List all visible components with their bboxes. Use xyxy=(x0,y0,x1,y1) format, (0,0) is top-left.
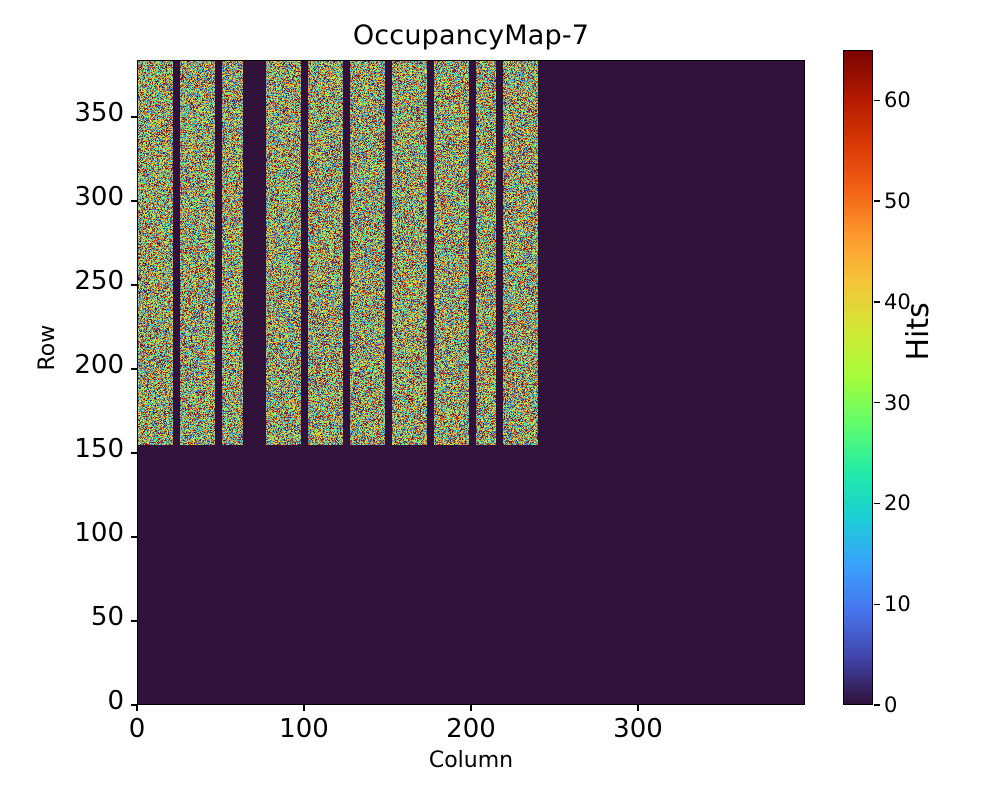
colorbar-tick-mark xyxy=(874,200,880,202)
colorbar-tick-label: 0 xyxy=(884,693,898,717)
colorbar-tick-mark xyxy=(874,704,880,706)
y-tick-mark xyxy=(131,368,137,370)
x-tick-label: 300 xyxy=(613,714,663,744)
y-tick-mark xyxy=(131,200,137,202)
chart-title: OccupancyMap-7 xyxy=(352,20,590,51)
x-tick-mark xyxy=(470,705,472,711)
y-tick-mark xyxy=(131,284,137,286)
colorbar-tick-mark xyxy=(874,603,880,605)
colorbar-tick-label: 60 xyxy=(884,88,911,113)
colorbar-tick-label: 50 xyxy=(884,189,911,214)
y-tick-mark xyxy=(131,452,137,454)
y-tick-mark xyxy=(131,116,137,118)
colorbar-tick-label: 20 xyxy=(884,491,911,516)
x-tick-mark xyxy=(136,705,138,711)
colorbar-tick-label: 40 xyxy=(884,289,911,314)
colorbar-tick-label: 30 xyxy=(884,390,911,415)
colorbar-tick-mark xyxy=(874,99,880,102)
y-tick-mark xyxy=(131,536,137,538)
colorbar xyxy=(843,50,873,705)
heatmap-image xyxy=(138,61,538,445)
heatmap-plot-area xyxy=(137,60,805,705)
y-axis-label: Row xyxy=(35,324,61,370)
x-tick-label: 100 xyxy=(279,714,329,744)
x-tick-mark xyxy=(303,705,305,711)
y-tick-mark xyxy=(131,620,137,622)
x-tick-label: 0 xyxy=(128,714,146,744)
colorbar-tick-mark xyxy=(874,301,880,303)
x-tick-mark xyxy=(637,705,639,711)
x-axis-label: Column xyxy=(428,748,514,773)
colorbar-tick-mark xyxy=(874,502,880,505)
colorbar-gradient xyxy=(844,51,872,704)
colorbar-tick-label: 10 xyxy=(884,592,911,617)
colorbar-label: Hits xyxy=(900,301,936,360)
y-tick-mark xyxy=(131,704,137,706)
x-tick-label: 200 xyxy=(446,714,496,744)
colorbar-tick-mark xyxy=(874,401,880,404)
